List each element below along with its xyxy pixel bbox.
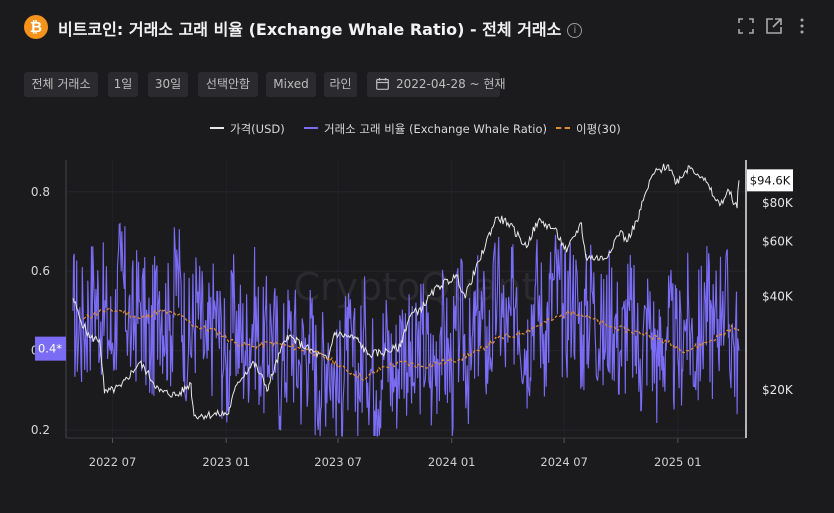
- x-tick-label: 2025 01: [654, 455, 702, 469]
- ma-period-selector[interactable]: 30일: [148, 72, 188, 97]
- series-layer: [72, 163, 740, 437]
- page-title-text: 비트코인: 거래소 고래 비율 (Exchange Whale Ratio) -…: [58, 20, 562, 39]
- ratio-series-line: [72, 222, 740, 437]
- current-price-badge: [747, 169, 793, 192]
- x-tick-label: 2022 07: [89, 455, 137, 469]
- watermark: CryptoQuant: [293, 265, 536, 309]
- date-range-text: 2022-04-28 ~ 현재: [396, 77, 506, 91]
- y-left-tick-label: 0.6: [31, 264, 50, 278]
- legend-label-ratio: 거래소 고래 비율 (Exchange Whale Ratio): [324, 122, 548, 136]
- chart-style-selector[interactable]: 라인: [324, 72, 357, 97]
- y-right-tick-label: $40K: [762, 289, 794, 303]
- interval-selector[interactable]: 1일: [108, 72, 138, 97]
- info-icon[interactable]: i: [567, 23, 583, 38]
- legend-swatch-ratio: [304, 127, 318, 129]
- legend-swatch-ma: [556, 127, 570, 129]
- legend-item-price[interactable]: 가격(USD): [210, 121, 285, 137]
- option-selector[interactable]: 선택안함: [198, 72, 258, 97]
- legend-item-ma[interactable]: 이평(30): [556, 121, 621, 137]
- current-ratio-badge: [35, 336, 66, 361]
- price-series-line: [72, 163, 740, 421]
- legend-item-ratio[interactable]: 거래소 고래 비율 (Exchange Whale Ratio): [304, 121, 547, 137]
- current-ratio-label: 0.4*: [38, 342, 62, 356]
- y-right-tick-label: $60K: [762, 235, 794, 249]
- legend-swatch-price: [210, 127, 224, 129]
- y-right-tick-label: $80K: [762, 196, 794, 210]
- scale-selector[interactable]: Mixed: [266, 72, 316, 97]
- ma-series-line: [83, 307, 740, 381]
- open-external-icon[interactable]: [764, 16, 784, 36]
- y-left-tick-label: 0.8: [31, 185, 50, 199]
- x-tick-label: 2024 01: [428, 455, 476, 469]
- more-options-icon[interactable]: [792, 16, 812, 36]
- date-range-picker[interactable]: 2022-04-28 ~ 현재: [367, 72, 506, 97]
- fullscreen-icon[interactable]: [736, 16, 756, 36]
- page-header: ₿ 비트코인: 거래소 고래 비율 (Exchange Whale Ratio)…: [0, 0, 834, 54]
- x-tick-label: 2024 07: [540, 455, 588, 469]
- current-price-label: $94.6K: [750, 173, 791, 187]
- chart-legend: 가격(USD) 거래소 고래 비율 (Exchange Whale Ratio)…: [0, 121, 834, 137]
- x-tick-label: 2023 01: [202, 455, 250, 469]
- y-left-tick-label: 0.2: [31, 423, 50, 437]
- x-tick-label: 2023 07: [314, 455, 362, 469]
- legend-label-ma: 이평(30): [576, 122, 621, 136]
- y-right-tick-label: $20K: [762, 383, 794, 397]
- exchange-selector[interactable]: 전체 거래소: [24, 72, 98, 97]
- page-title: 비트코인: 거래소 고래 비율 (Exchange Whale Ratio) -…: [58, 16, 583, 40]
- legend-label-price: 가격(USD): [230, 122, 285, 136]
- bitcoin-icon: ₿: [24, 15, 48, 39]
- calendar-icon: [376, 78, 389, 90]
